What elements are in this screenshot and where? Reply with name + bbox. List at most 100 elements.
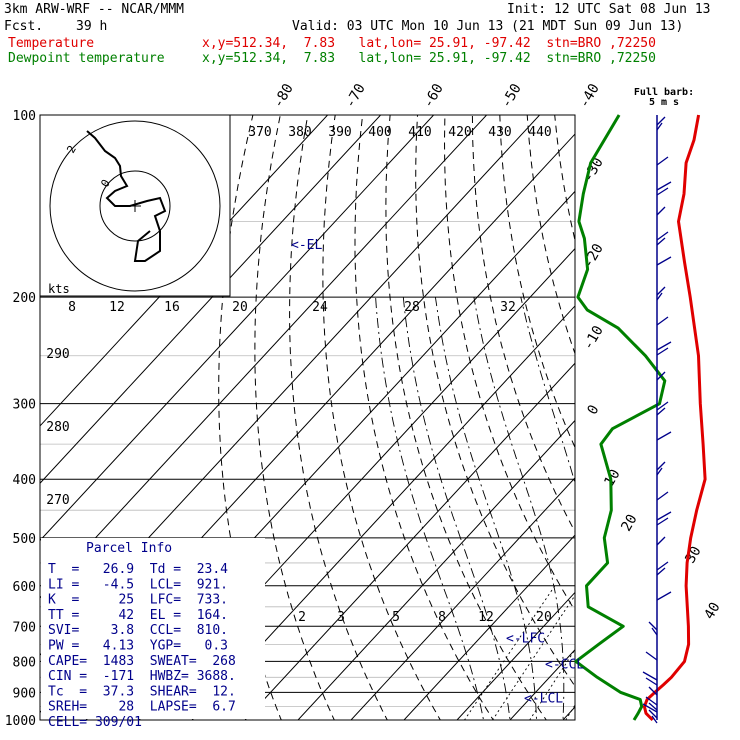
- parcel-info-row: K = 25 LFC= 733.: [48, 593, 228, 608]
- wind-barb: [648, 702, 658, 711]
- mixing-ratio-label: 20: [536, 610, 552, 625]
- wind-barb: [656, 116, 666, 126]
- wind-barb: [656, 256, 672, 266]
- temperature-legend-info: x,y=512.34, 7.83 lat,lon= 25.91, -97.42 …: [202, 36, 656, 51]
- parcel-info-row: SVI= 3.8 CCL= 810.: [48, 623, 228, 638]
- wind-barb: [648, 621, 658, 631]
- wind-barb: [656, 561, 669, 571]
- dry-adiabat: [443, 115, 575, 612]
- theta-label: 440: [528, 125, 551, 140]
- theta-label: 390: [328, 125, 351, 140]
- parcel-info-row: T = 26.9 Td = 23.4: [48, 562, 228, 577]
- hodograph-ring: [49, 120, 221, 292]
- moist-adiabat: [375, 297, 484, 720]
- dry-adiabat: [610, 115, 740, 733]
- mixing-ratio-label: 12: [478, 610, 494, 625]
- level-label-lfc: <-LFC: [506, 631, 545, 646]
- isotherm-label: 0: [584, 402, 602, 417]
- moist-adiabat: [402, 297, 511, 720]
- parcel-info-panel: Parcel Info T = 26.9 Td = 23.4LI = -4.5 L…: [41, 538, 265, 730]
- moist-adiabat: [473, 297, 565, 720]
- isotherm: [657, 87, 740, 733]
- isotherm-label: 40: [701, 600, 723, 623]
- wind-barb: [656, 181, 672, 191]
- isotherm-label: -70: [342, 81, 369, 111]
- pressure-tick-label: 800: [13, 655, 36, 670]
- theta-label: 430: [488, 125, 511, 140]
- parcel-info-row: CELL= 309/01: [48, 715, 142, 730]
- theta-label: 270: [46, 493, 69, 508]
- parcel-info-title: Parcel Info: [86, 541, 172, 556]
- parcel-info-row: CAPE= 1483 SWEAT= 268: [48, 654, 236, 669]
- wind-barb: [656, 156, 669, 166]
- pressure-tick-label: 100: [13, 109, 36, 124]
- wind-barb: [642, 703, 658, 713]
- isotherm: [244, 362, 575, 720]
- isotherm: [350, 477, 575, 720]
- isotherm: [456, 591, 575, 720]
- isotherm-label: -60: [420, 81, 447, 111]
- wind-barb: [656, 206, 666, 216]
- mixing-ratio-label: 3: [337, 610, 345, 625]
- hodograph-ring: [99, 170, 171, 242]
- level-label-lcl: <-LCL: [524, 691, 563, 706]
- wind-barb: [656, 341, 672, 351]
- pressure-tick-label: 500: [13, 532, 36, 547]
- wind-barb: [656, 187, 669, 196]
- dry-adiabat: [719, 115, 740, 733]
- moist-adiabat: [639, 297, 682, 733]
- mixing-ratio-label: 2: [298, 610, 306, 625]
- wind-barb: [645, 677, 658, 686]
- dry-adiabat: [354, 115, 494, 720]
- wind-barb: [651, 715, 658, 724]
- wind-barb: [642, 671, 658, 681]
- wind-barb: [656, 231, 669, 241]
- wind-barb: [656, 371, 666, 381]
- theta-label: 370: [248, 125, 271, 140]
- hodograph-tick-label: 20: [232, 300, 248, 315]
- isotherm: [403, 534, 575, 720]
- pressure-tick-label: 400: [13, 473, 36, 488]
- init-time: Init: 12 UTC Sat 08 Jun 13: [507, 2, 711, 17]
- theta-label: 420: [448, 125, 471, 140]
- dry-adiabat: [499, 115, 575, 449]
- wind-barb-legend-unit: 5 m s: [649, 97, 679, 108]
- wind-barb: [656, 467, 663, 476]
- wind-barb: [656, 461, 666, 471]
- hodograph-tick-label: 8: [68, 300, 76, 315]
- parcel-info-row: LI = -4.5 LCL= 921.: [48, 577, 228, 592]
- wind-barb: [656, 401, 669, 411]
- isotherm: [604, 87, 740, 733]
- isotherm: [40, 115, 488, 599]
- dry-adiabat: [254, 115, 335, 720]
- dry-adiabat: [526, 115, 575, 356]
- hodograph-tick-label: 16: [164, 300, 180, 315]
- isotherm: [40, 115, 435, 542]
- hodograph-unit-label: kts: [48, 282, 70, 296]
- mixing-ratio-line: [492, 594, 575, 720]
- pressure-tick-label: 700: [13, 620, 36, 635]
- wind-barb: [656, 591, 672, 601]
- wind-barb: [651, 627, 658, 636]
- model-title: 3km ARW-WRF -- NCAR/MMM: [4, 2, 185, 17]
- wind-barb: [656, 292, 663, 301]
- isotherm: [297, 419, 575, 720]
- parcel-info-row: TT = 42 EL = 164.: [48, 608, 228, 623]
- wind-barb: [656, 237, 666, 246]
- parcel-info-background: [41, 538, 265, 719]
- theta-label: 400: [368, 125, 391, 140]
- hodograph-tick-label: 28: [404, 300, 420, 315]
- moist-adiabat: [665, 297, 740, 733]
- wind-barb: [656, 316, 669, 326]
- dry-adiabat: [415, 115, 575, 688]
- moist-adiabat: [434, 297, 537, 720]
- temperature-legend-label: Temperature: [8, 36, 95, 51]
- dewpoint-legend-label: Dewpoint temperature: [8, 51, 165, 66]
- dry-adiabat: [289, 115, 388, 720]
- hodograph-tick-label: 12: [109, 300, 125, 315]
- wind-barb: [645, 651, 658, 661]
- theta-label: 280: [46, 420, 69, 435]
- isotherm-label: -50: [498, 81, 525, 111]
